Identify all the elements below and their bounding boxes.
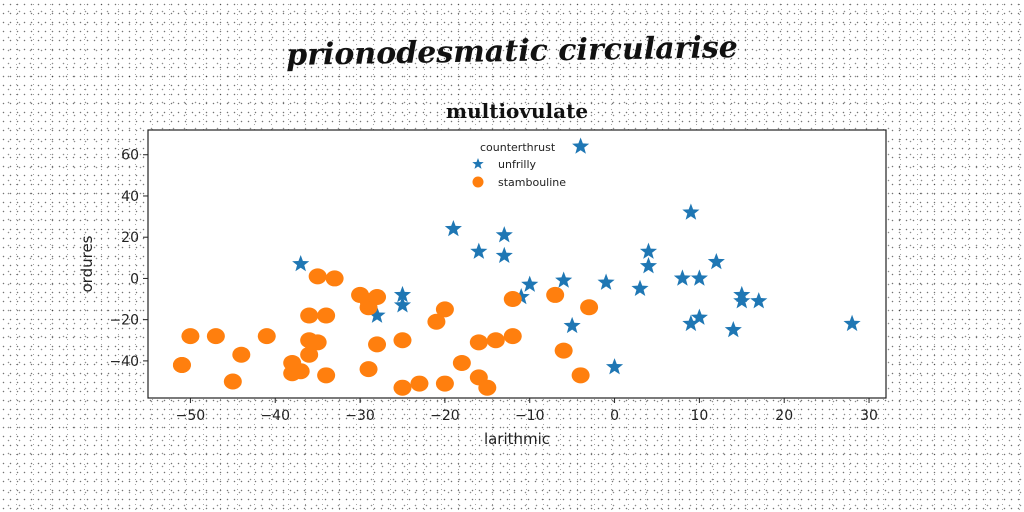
x-tick-label: −20 [430,408,460,424]
y-tick-label: 40 [121,189,139,205]
x-tick-label: 30 [860,408,878,424]
unfrilly-point [555,271,573,288]
stambouline-point [580,299,599,316]
stambouline-point [393,332,412,349]
unfrilly-point [597,273,615,290]
stambouline-point [359,361,378,378]
y-tick-label: 20 [121,230,139,246]
unfrilly-point [393,296,412,313]
legend-circle-marker [472,176,484,188]
x-tick-label: −40 [260,408,290,424]
stambouline-point [571,367,590,384]
stambouline-point [206,328,225,345]
unfrilly-point [750,292,768,309]
stambouline-point [232,346,251,363]
unfrilly-point [521,275,539,292]
stambouline-point [435,301,454,318]
plot-title: multiovulate [446,99,588,123]
stambouline-point [181,328,200,345]
unfrilly-point [512,287,530,305]
unfrilly-point [682,203,700,220]
stambouline-point [308,334,327,351]
stambouline-point [546,286,565,303]
unfrilly-point [724,320,742,338]
x-tick-label: −10 [515,408,545,424]
legend-star-marker [472,158,484,169]
y-tick-label: 0 [130,271,139,287]
stambouline-point [291,363,310,380]
unfrilly-point [707,252,725,270]
x-axis: −50 −40 −30 −20 −10 0 10 20 30 [176,398,878,424]
x-tick-label: 10 [690,408,708,424]
plot-area [147,129,887,399]
unfrilly-point [605,358,624,375]
x-tick-label: −30 [345,408,375,424]
unfrilly-point [470,242,488,259]
unfrilly-point [495,246,513,264]
unfrilly-point [639,242,658,259]
data-points [172,137,861,396]
stambouline-point [486,332,505,349]
stambouline-point [317,367,336,384]
stambouline-point [308,268,327,285]
stambouline-point [172,357,191,374]
stambouline-point [368,336,387,353]
stambouline-point [410,375,429,392]
unfrilly-point [733,292,751,309]
stambouline-point [503,328,522,345]
y-tick-label: −20 [109,313,139,329]
unfrilly-point [292,255,310,272]
stambouline-point [554,342,573,359]
stambouline-point [452,354,471,371]
stambouline-point [478,379,497,396]
unfrilly-point [495,226,513,243]
stambouline-point [503,291,522,308]
unfrilly-point [563,316,581,334]
unfrilly-point [682,314,700,332]
legend-title: counterthrust [480,141,556,154]
x-axis-label: larithmic [484,430,550,448]
unfrilly-point [572,137,590,154]
unfrilly-point [673,269,691,286]
unfrilly-point [393,285,412,303]
unfrilly-point [639,257,658,274]
stambouline-point [300,307,319,324]
stambouline-point [325,270,344,287]
unfrilly-point [444,219,462,237]
stambouline-point [223,373,242,390]
y-tick-label: 60 [121,148,139,164]
stambouline-point [435,375,454,392]
x-tick-label: 20 [775,408,793,424]
unfrilly-point [631,279,649,297]
stambouline-point [368,288,387,305]
stambouline-point [393,379,412,396]
legend-entry-label: stambouline [498,176,566,189]
stambouline-point [300,346,319,363]
x-tick-label: −50 [176,408,206,424]
unfrilly-point [368,306,386,323]
unfrilly-point [690,269,708,286]
stambouline-point [317,307,336,324]
unfrilly-point [843,314,861,332]
stambouline-point [469,334,488,351]
y-axis-label: ordures [78,235,96,292]
legend-entry-label: unfrilly [498,158,537,171]
unfrilly-point [690,308,708,325]
stambouline-point [427,313,446,330]
legend: counterthrust unfrilly stambouline [472,141,566,189]
y-axis: −40 −20 0 20 40 60 [109,148,148,370]
y-tick-label: −40 [109,354,139,370]
stambouline-point [257,328,276,345]
x-tick-label: 0 [610,408,619,424]
